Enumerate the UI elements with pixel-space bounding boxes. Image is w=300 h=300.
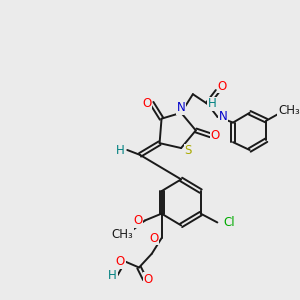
Text: H: H <box>116 143 125 157</box>
Text: H: H <box>208 98 217 110</box>
Text: N: N <box>177 101 185 114</box>
Text: N: N <box>219 110 228 123</box>
Text: O: O <box>218 80 227 93</box>
Text: H: H <box>108 269 117 282</box>
Text: O: O <box>149 232 158 244</box>
Text: O: O <box>134 214 143 227</box>
Text: Cl: Cl <box>223 216 235 229</box>
Text: O: O <box>211 129 220 142</box>
Text: CH₃: CH₃ <box>112 228 133 241</box>
Text: O: O <box>116 255 125 268</box>
Text: O: O <box>143 273 152 286</box>
Text: CH₃: CH₃ <box>278 104 300 117</box>
Text: S: S <box>184 145 192 158</box>
Text: O: O <box>142 97 152 110</box>
